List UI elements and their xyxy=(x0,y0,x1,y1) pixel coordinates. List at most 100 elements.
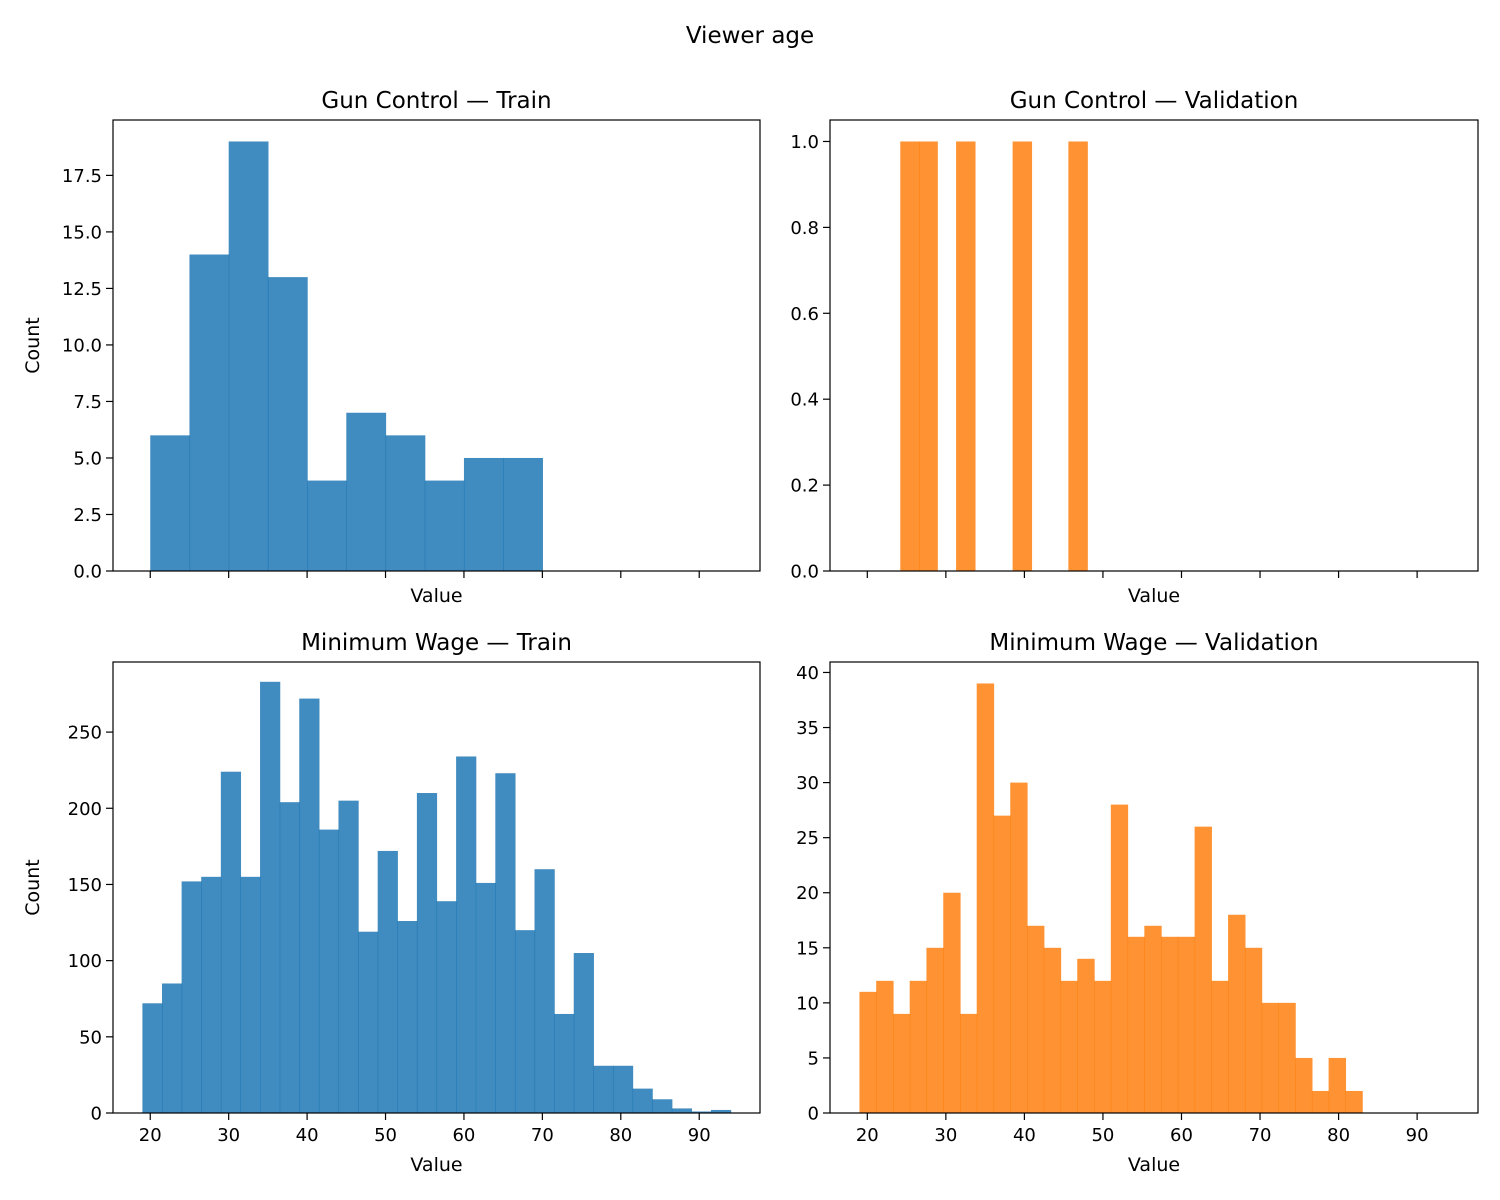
gun-control-train-title: Gun Control — Train xyxy=(321,88,551,114)
minimum-wage-validation-panel: 20 30 40 50 60 70 80 90 0 5 10 15 20 25 30 35 40 Minimum … xyxy=(796,630,1479,1176)
minimum-wage-validation-bar xyxy=(1194,826,1212,1113)
minimum-wage-validation-xtick-label: 50 xyxy=(1091,1125,1114,1146)
gun-control-train-bars xyxy=(150,141,543,572)
minimum-wage-validation-bar xyxy=(1177,936,1196,1113)
minimum-wage-train-bar xyxy=(593,1065,614,1113)
minimum-wage-train-ytick-label: 0 xyxy=(91,1104,102,1125)
minimum-wage-validation-ytick-label: 5 xyxy=(808,1048,819,1069)
gun-control-validation-ytick-label: 1.0 xyxy=(790,132,819,153)
minimum-wage-validation-xtick-label: 40 xyxy=(1013,1125,1036,1146)
minimum-wage-validation-ytick-label: 40 xyxy=(796,663,819,684)
minimum-wage-validation-bar xyxy=(1161,936,1179,1113)
minimum-wage-validation-xtick-label: 90 xyxy=(1406,1125,1429,1146)
minimum-wage-validation-bar xyxy=(876,980,894,1113)
gun-control-validation-ytick-label: 0.2 xyxy=(790,476,819,497)
minimum-wage-train-bar xyxy=(534,869,555,1113)
minimum-wage-validation-bar xyxy=(993,815,1011,1113)
minimum-wage-validation-ytick-label: 35 xyxy=(796,718,819,739)
minimum-wage-validation-bar xyxy=(1244,947,1263,1113)
minimum-wage-validation-bar xyxy=(1228,914,1246,1113)
minimum-wage-validation-bar xyxy=(892,1013,911,1113)
minimum-wage-train-xtick-label: 80 xyxy=(609,1125,632,1146)
minimum-wage-validation-bar xyxy=(1060,980,1078,1113)
panels: 0.0 2.5 5.0 7.5 10.0 12.5 15.0 17.5 Gun Control … xyxy=(22,88,1479,1176)
minimum-wage-train-xlabel: Value xyxy=(410,1154,462,1176)
minimum-wage-train-ytick-label: 50 xyxy=(79,1027,102,1048)
gun-control-validation-bar xyxy=(919,141,938,572)
gun-control-validation-ytick-label: 0.8 xyxy=(790,218,819,239)
minimum-wage-train-ytick-label: 100 xyxy=(68,951,102,972)
minimum-wage-validation-bar xyxy=(943,892,961,1113)
minimum-wage-validation-xlabel: Value xyxy=(1128,1154,1180,1176)
minimum-wage-validation-title: Minimum Wage — Validation xyxy=(989,630,1318,656)
figure-suptitle: Viewer age xyxy=(686,23,814,49)
minimum-wage-validation-ytick-label: 15 xyxy=(796,938,819,959)
gun-control-validation-bars xyxy=(900,141,1088,572)
minimum-wage-train-bar xyxy=(201,876,222,1113)
minimum-wage-validation-bar xyxy=(1043,947,1062,1113)
minimum-wage-validation-bar xyxy=(976,683,995,1113)
gun-control-train-bar xyxy=(267,277,308,571)
gun-control-train-ytick-label: 12.5 xyxy=(62,279,102,300)
gun-control-validation-title: Gun Control — Validation xyxy=(1010,88,1299,114)
gun-control-train-bar xyxy=(307,480,347,571)
minimum-wage-validation-bar xyxy=(1010,782,1028,1113)
minimum-wage-train-bar xyxy=(358,931,379,1113)
minimum-wage-train-xtick-label: 40 xyxy=(296,1125,319,1146)
minimum-wage-train-bar xyxy=(142,1003,163,1113)
minimum-wage-train-bar xyxy=(495,773,516,1113)
minimum-wage-validation-axes-frame xyxy=(829,661,1479,1114)
gun-control-train-bar xyxy=(189,254,230,571)
minimum-wage-train-xtick-label: 70 xyxy=(531,1125,554,1146)
gun-control-train-ytick-label: 5.0 xyxy=(73,448,102,469)
gun-control-train-bar xyxy=(424,480,465,571)
gun-control-validation-bar xyxy=(1012,141,1033,572)
gun-control-train-bar xyxy=(150,435,191,571)
minimum-wage-train-bar xyxy=(554,1013,575,1113)
minimum-wage-validation-xtick-label: 20 xyxy=(856,1125,879,1146)
minimum-wage-train-axes-frame xyxy=(112,661,761,1114)
minimum-wage-train-ylabel: Count xyxy=(22,859,44,915)
minimum-wage-validation-ytick-label: 30 xyxy=(796,773,819,794)
minimum-wage-validation-xtick-label: 70 xyxy=(1249,1125,1272,1146)
minimum-wage-train-bar xyxy=(338,800,359,1113)
minimum-wage-train-bars xyxy=(142,681,732,1113)
minimum-wage-train-ytick-label: 200 xyxy=(68,799,102,820)
minimum-wage-train-bar xyxy=(671,1108,692,1113)
minimum-wage-validation-bar xyxy=(1345,1090,1363,1113)
gun-control-validation-ytick-label: 0.0 xyxy=(790,562,819,583)
gun-control-validation-bar xyxy=(956,141,976,572)
minimum-wage-validation-bar xyxy=(1026,925,1045,1113)
minimum-wage-train-bar xyxy=(710,1109,732,1113)
minimum-wage-train-bar xyxy=(652,1099,673,1113)
gun-control-validation-axes-frame xyxy=(829,119,1479,572)
gun-control-train-ytick-label: 10.0 xyxy=(62,335,102,356)
minimum-wage-train-bar xyxy=(377,850,398,1113)
gun-control-train-xlabel: Value xyxy=(410,585,462,607)
minimum-wage-validation-bar xyxy=(1094,980,1112,1113)
minimum-wage-train-bar xyxy=(514,930,536,1113)
minimum-wage-train-bar xyxy=(691,1111,712,1113)
minimum-wage-validation-bar xyxy=(1311,1090,1330,1113)
minimum-wage-train-bar xyxy=(456,756,477,1113)
gun-control-train-bar xyxy=(503,457,543,571)
minimum-wage-validation-xtick-label: 60 xyxy=(1170,1125,1193,1146)
minimum-wage-train-xtick-label: 30 xyxy=(217,1125,240,1146)
gun-control-train-bar xyxy=(385,435,426,571)
minimum-wage-train-bar xyxy=(612,1065,634,1113)
minimum-wage-train-bar xyxy=(162,983,183,1113)
gun-control-train-ytick-label: 17.5 xyxy=(62,166,102,187)
minimum-wage-validation-bars xyxy=(859,683,1363,1113)
minimum-wage-validation-xtick-label: 30 xyxy=(934,1125,957,1146)
minimum-wage-validation-ytick-label: 25 xyxy=(796,828,819,849)
minimum-wage-train-bar xyxy=(260,681,281,1113)
minimum-wage-train-panel: 20 30 40 50 60 70 80 90 0 50 100 150 200 250 Minimum W… xyxy=(22,630,761,1176)
minimum-wage-validation-bar xyxy=(1077,958,1095,1113)
minimum-wage-train-bar xyxy=(279,802,300,1113)
minimum-wage-validation-ytick-label: 10 xyxy=(796,993,819,1014)
minimum-wage-validation-bar xyxy=(1328,1057,1347,1113)
minimum-wage-train-bar xyxy=(436,901,457,1113)
gun-control-validation-bar xyxy=(900,141,920,572)
gun-control-train-bar xyxy=(228,141,269,572)
